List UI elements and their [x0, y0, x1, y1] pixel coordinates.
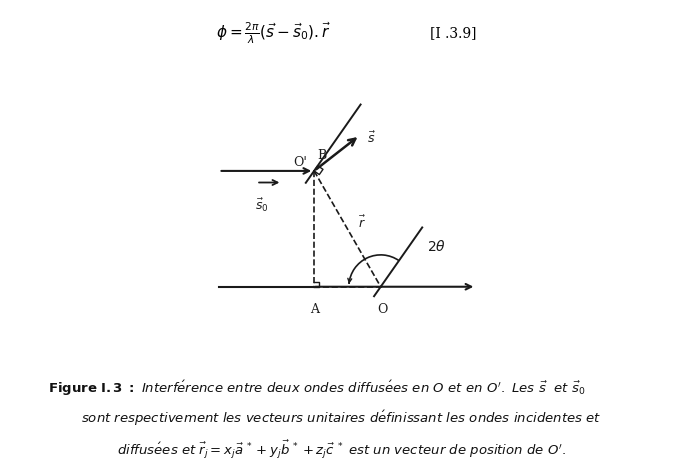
- Text: $\mathit{diffus\acute{e}es\ et}$$\ \vec{r}_j = x_j\vec{a}\,^* + y_j\vec{b}\,^* +: $\mathit{diffus\acute{e}es\ et}$$\ \vec{…: [117, 438, 566, 460]
- Text: O: O: [377, 303, 387, 316]
- Text: $\mathbf{Figure\ I.3\ :}$ $\mathit{Interf\acute{e}rence\ entre\ deux\ ondes\ dif: $\mathbf{Figure\ I.3\ :}$ $\mathit{Inter…: [48, 379, 585, 398]
- Text: O': O': [293, 156, 307, 170]
- Text: $\vec{s}$: $\vec{s}$: [367, 131, 376, 146]
- Text: $\vec{r}$: $\vec{r}$: [357, 215, 365, 231]
- Text: $\phi = \frac{2\pi}{\lambda}(\vec{s} - \vec{s}_0).\vec{r}$: $\phi = \frac{2\pi}{\lambda}(\vec{s} - \…: [216, 21, 331, 46]
- Text: $\mathit{sont\ respectivement\ les\ vecteurs\ unitaires\ d\acute{e}finissant\ le: $\mathit{sont\ respectivement\ les\ vect…: [81, 408, 602, 428]
- Text: A: A: [309, 303, 318, 316]
- Text: [I .3.9]: [I .3.9]: [430, 27, 477, 41]
- Text: $\vec{s}_0$: $\vec{s}_0$: [255, 197, 269, 214]
- Text: $2\theta$: $2\theta$: [427, 239, 446, 254]
- Text: B: B: [318, 149, 327, 162]
